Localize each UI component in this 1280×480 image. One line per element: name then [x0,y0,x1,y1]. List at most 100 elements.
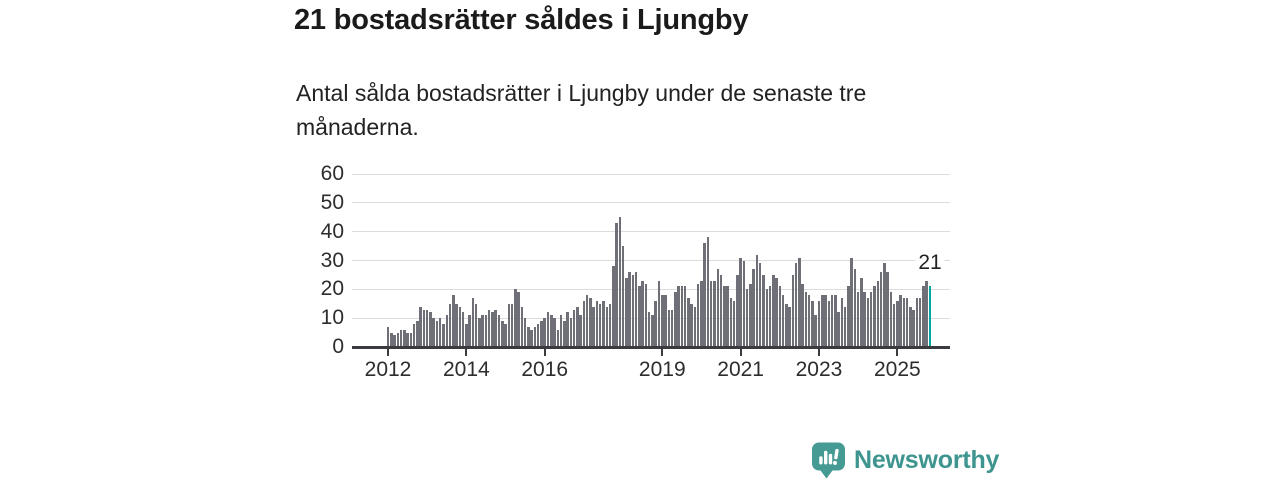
bar [732,300,736,347]
brand-footer[interactable]: Newsworthy [811,442,999,479]
bar [432,318,435,347]
bar [556,329,560,347]
bar [909,306,912,347]
bar [723,286,726,347]
x-axis-label-2021: 2021 [717,358,764,381]
x-axis-label-2025: 2025 [873,358,921,381]
x-axis-label-2019: 2019 [638,358,686,381]
bar [442,323,445,347]
bar [618,217,622,347]
bar [821,295,824,347]
gridline-y-40 [352,231,950,233]
bar [912,309,915,347]
x-axis-line [352,346,950,349]
bar [915,297,919,347]
bar [837,312,840,347]
bar [811,300,814,347]
bar [817,300,821,347]
bar [438,318,442,347]
y-axis-label-30: 30 [320,248,344,272]
bar [830,295,834,347]
brand-name: Newsworthy [854,446,1000,474]
bar [605,306,608,347]
bar [631,274,635,347]
bar [644,283,648,347]
bar [582,300,586,347]
bar [409,332,413,347]
bar [651,315,654,347]
bar [448,303,452,347]
bar [628,272,631,347]
bar [680,286,684,347]
bar [654,300,657,347]
newsworthy-speech-bubble-chart-icon [811,442,846,479]
y-axis-label-40: 40 [320,219,344,243]
bar [595,300,599,347]
bar [612,266,615,347]
bar [661,295,664,347]
bar [553,318,556,347]
bar [899,295,902,347]
bar [559,315,563,347]
bar [677,286,680,347]
bar [625,277,628,347]
bar [520,306,524,347]
bar [657,280,661,347]
bar [883,263,886,347]
bar [445,315,449,347]
bar [713,280,716,347]
x-tick-2016 [543,349,546,356]
bar [752,269,755,347]
bar [791,274,795,347]
x-tick-2025 [896,349,899,356]
bar [785,303,788,347]
x-tick-2021 [739,349,742,356]
bar [419,306,422,347]
bar [585,295,589,347]
bar [390,332,393,347]
bar [478,318,481,347]
gridline-y-50 [352,202,950,204]
bar [602,300,605,347]
gridline-y-30 [352,260,950,261]
bar [406,332,409,347]
bar [889,292,893,347]
bar [393,335,396,347]
bar [866,297,870,347]
bar [807,295,811,347]
bar [876,280,879,347]
bar [798,257,801,347]
bar [886,272,889,347]
bar [922,286,925,347]
bar [755,254,759,347]
highlight-value-label: 21 [915,251,945,276]
bar [745,289,749,347]
bar [543,318,546,347]
bar [729,297,733,347]
bar [589,297,592,347]
bar [801,283,804,347]
bar [455,303,458,347]
bar [641,280,644,347]
bar [772,274,775,347]
bar [533,326,537,347]
bar [709,280,713,347]
bar [416,321,419,347]
bar [834,295,837,347]
bar [396,332,400,347]
bar [674,292,677,347]
bar [703,243,706,347]
bar [517,292,520,347]
bar [647,312,651,347]
bar [902,297,906,347]
x-axis-label-2014: 2014 [443,358,490,381]
bar [670,309,674,347]
x-axis-label-2023: 2023 [795,358,843,381]
bar [474,303,478,347]
bar [896,300,899,347]
bar [634,272,638,347]
y-axis-label-50: 50 [320,190,344,214]
bar [716,269,720,347]
